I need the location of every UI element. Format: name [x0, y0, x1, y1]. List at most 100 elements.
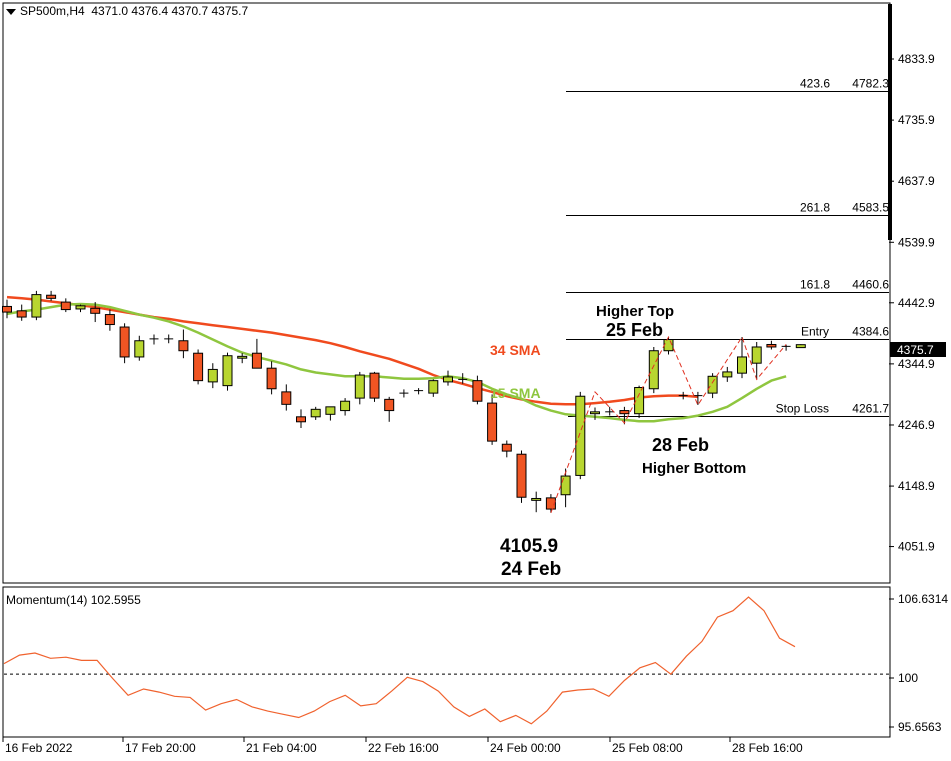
candle-body — [560, 475, 571, 496]
candle-body — [178, 340, 189, 352]
candle-body — [222, 355, 233, 387]
candle-body — [325, 406, 336, 415]
fib-level-price: 4782.3 — [852, 77, 889, 91]
fib-level-label: Entry — [801, 325, 829, 339]
sma15-line — [6, 302, 787, 423]
candle-body — [575, 395, 586, 476]
candle-body — [16, 310, 27, 318]
time-tick-label: 28 Feb 16:00 — [732, 741, 803, 755]
momentum-header: Momentum(14) 102.5955 — [6, 593, 141, 607]
sma34-label: 34 SMA — [490, 342, 541, 358]
candle-body — [310, 408, 321, 418]
candle-body — [428, 380, 439, 394]
candle-body — [119, 326, 130, 358]
symbol-header: SP500m,H4 4371.0 4376.4 4370.7 4375.7 — [6, 4, 248, 18]
momentum-axis: 106.6314 100 95.6563 — [889, 592, 948, 734]
candles — [2, 290, 806, 513]
fib-level-price: 4583.5 — [852, 201, 889, 215]
candle-body — [296, 416, 306, 423]
time-tick-label: 22 Feb 16:00 — [368, 741, 439, 755]
time-tick-label: 17 Feb 20:00 — [125, 741, 196, 755]
time-tick-label: 16 Feb 2022 — [5, 741, 73, 755]
low-date-label: 24 Feb — [501, 559, 561, 580]
candle-body — [281, 391, 292, 405]
higher-top-date: 25 Feb — [606, 320, 663, 340]
candle-body — [487, 402, 498, 442]
annotations: 34 SMA 15 SMA Higher Top 25 Feb 28 Feb H… — [490, 303, 746, 580]
candle-body — [384, 398, 395, 412]
fib-level-price: 4460.6 — [852, 278, 889, 292]
current-price-badge-bg — [890, 342, 946, 357]
current-price-text: 4375.7 — [897, 343, 934, 357]
sma15-layer — [6, 302, 787, 423]
candle-body — [590, 411, 600, 415]
momentum-tick-label: 100 — [898, 671, 918, 685]
candle-body — [266, 367, 277, 390]
time-axis: 16 Feb 2022 17 Feb 20:00 21 Feb 04:00 22 Fe… — [2, 737, 803, 755]
momentum-tick-label: 95.6563 — [898, 720, 942, 734]
price-tick-label: 4833.9 — [898, 52, 935, 66]
candle-body — [751, 346, 762, 364]
candle-body — [443, 376, 453, 383]
candle-body — [75, 305, 86, 310]
candle-body — [531, 497, 542, 501]
momentum-tick-label: 106.6314 — [898, 592, 948, 606]
candle-body — [707, 375, 718, 394]
main-panel: 423.6 4782.3 261.8 4583.5 161.8 4460.6 Entry 43… — [2, 2, 891, 584]
candle-body — [251, 352, 262, 369]
candle-body — [2, 305, 12, 313]
price-tick-label: 4735.9 — [898, 113, 935, 127]
fib-level-label: 261.8 — [800, 201, 830, 215]
time-tick-label: 24 Feb 00:00 — [490, 741, 561, 755]
price-tick-label: 4539.9 — [898, 235, 935, 249]
time-tick-label: 21 Feb 04:00 — [246, 741, 317, 755]
candle-body — [516, 453, 527, 498]
ohlc-values: 4371.0 4376.4 4370.7 4375.7 — [91, 4, 249, 18]
collapse-triangle-icon[interactable] — [6, 8, 16, 15]
candle-body — [104, 314, 115, 326]
candle-body — [90, 307, 101, 314]
candle-body — [134, 340, 145, 358]
candle-body — [648, 350, 659, 390]
momentum-line — [3, 596, 796, 725]
higher-bottom-date: 28 Feb — [652, 435, 709, 455]
candle-body — [472, 380, 483, 402]
zigzag-layer — [550, 335, 787, 513]
momentum-panel-frame — [2, 586, 891, 738]
price-tick-label: 4246.9 — [898, 418, 935, 432]
price-tick-label: 4442.9 — [898, 296, 935, 310]
sma15-label: 15 SMA — [490, 385, 541, 401]
fib-level-label: Stop Loss — [776, 402, 829, 416]
candle-body — [501, 443, 512, 452]
candle-body — [340, 400, 351, 412]
candle-body — [354, 374, 365, 399]
candle-body — [722, 371, 733, 378]
price-tick-label: 4344.9 — [898, 357, 935, 371]
fib-level-price: 4384.6 — [852, 325, 889, 339]
symbol-label: SP500m,H4 — [20, 4, 85, 18]
candle-body — [31, 294, 42, 318]
zigzag-line — [550, 335, 787, 513]
low-price-label: 4105.9 — [500, 536, 558, 557]
momentum-panel — [2, 586, 891, 738]
price-axis: 4833.9 4735.9 4637.9 4539.9 4442.9 4344.9 4246… — [889, 52, 935, 554]
candle-body — [619, 410, 630, 415]
fib-levels: 423.6 4782.3 261.8 4583.5 161.8 4460.6 Entry 43… — [566, 77, 889, 417]
candle-body — [795, 344, 806, 349]
fib-level-price: 4261.7 — [852, 402, 889, 416]
price-tick-label: 4637.9 — [898, 174, 935, 188]
candle-body — [207, 368, 218, 383]
higher-bottom-label: Higher Bottom — [642, 460, 746, 477]
time-tick-label: 25 Feb 08:00 — [612, 741, 683, 755]
candle-body — [193, 352, 204, 382]
candle-body — [369, 372, 380, 399]
price-tick-label: 4051.9 — [898, 540, 935, 554]
candle-body — [46, 294, 57, 299]
candle-body — [60, 301, 71, 311]
candle-body — [766, 343, 777, 348]
candle-body — [237, 355, 248, 359]
fib-level-label: 423.6 — [800, 77, 830, 91]
candle-body — [634, 387, 645, 415]
current-price-badge: 4375.7 — [890, 342, 946, 357]
